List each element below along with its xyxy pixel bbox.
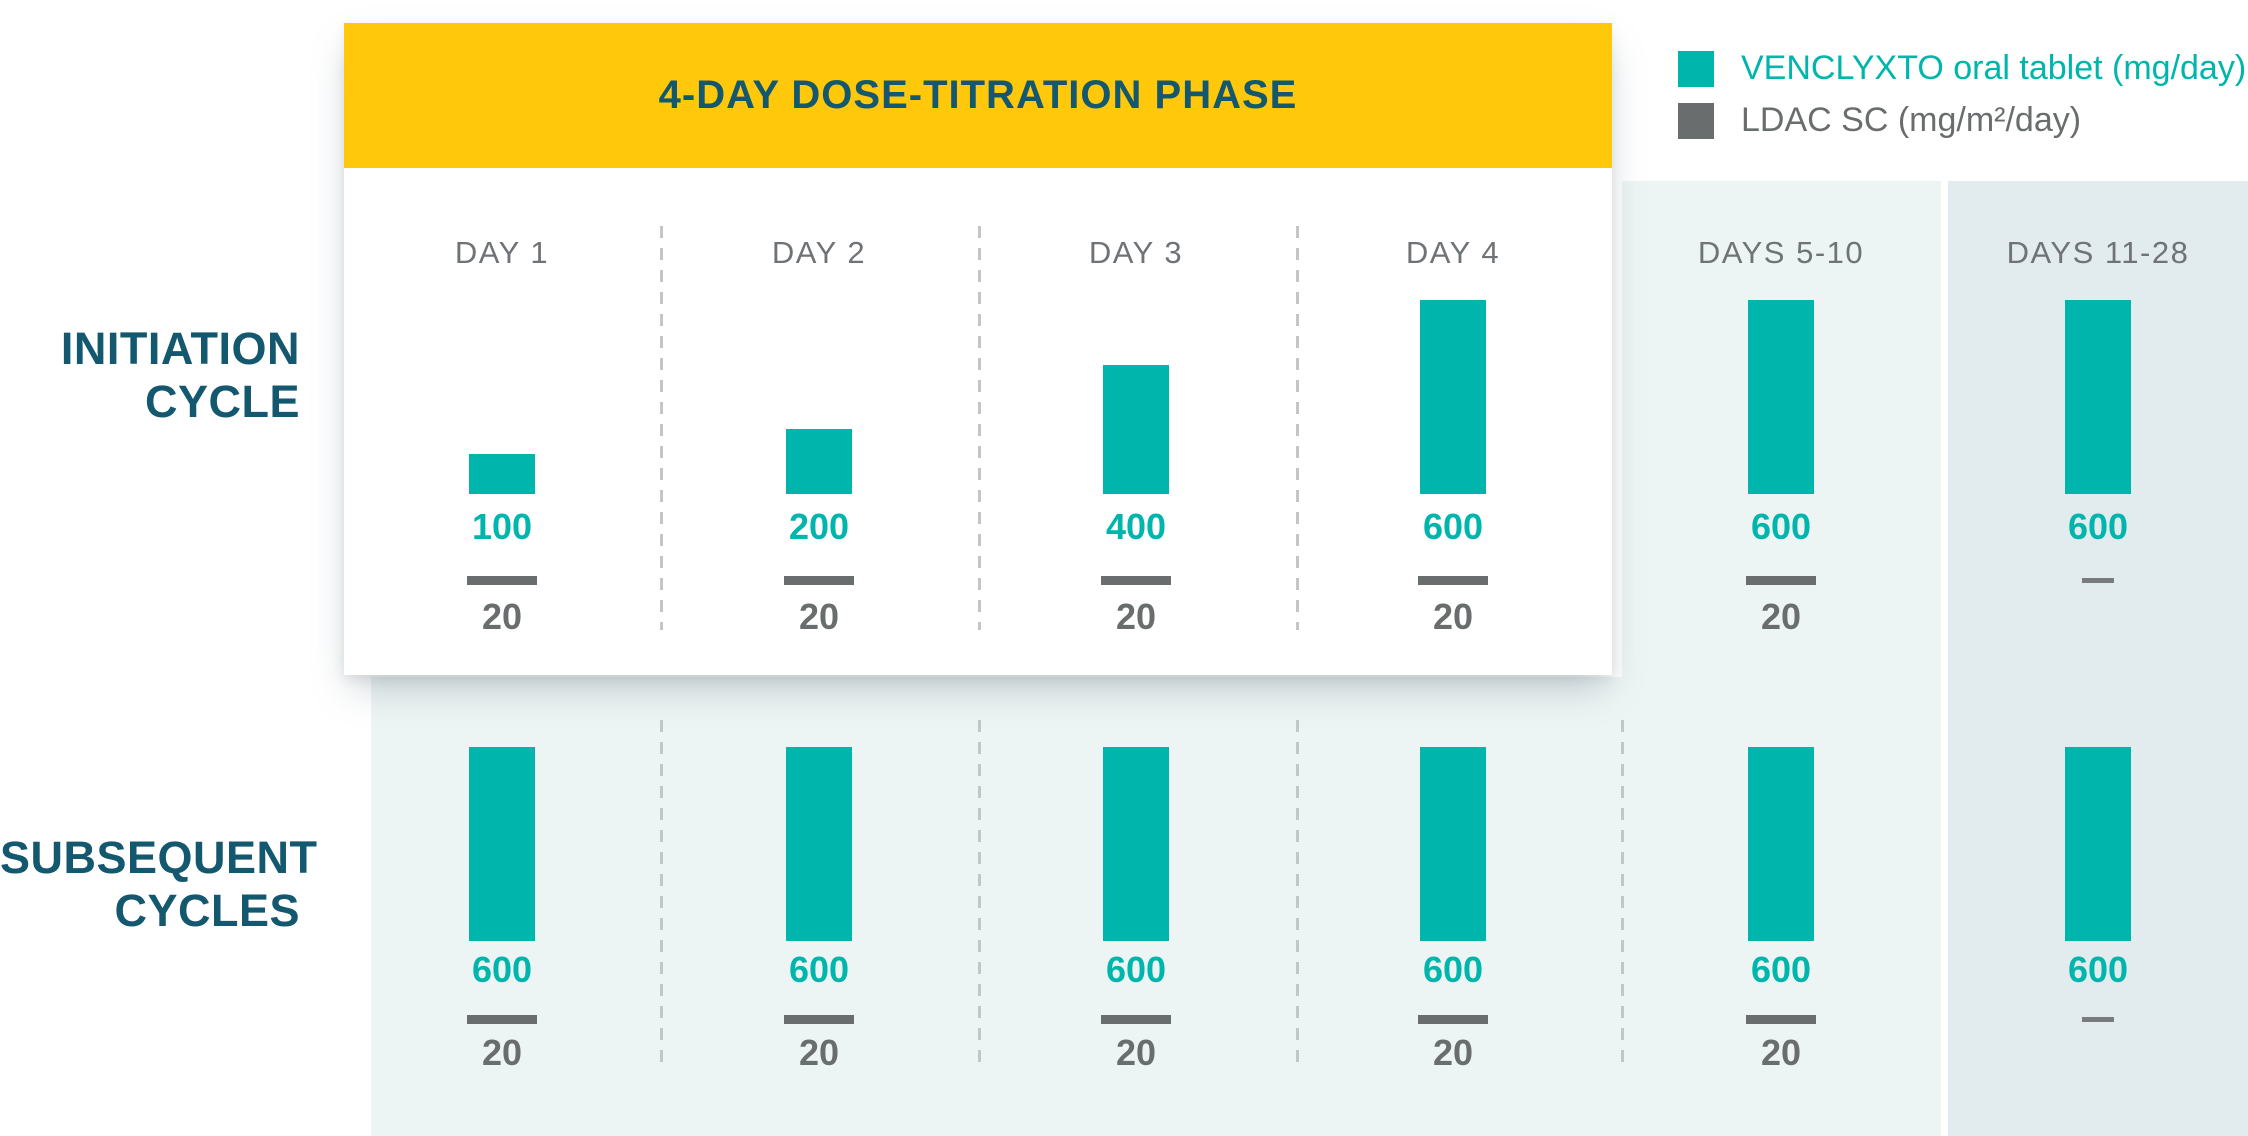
column-header-day-1: DAY 1 — [454, 235, 550, 270]
ldac-dose-value: 20 — [1760, 596, 1802, 637]
venclyxto-dose-value: 400 — [1105, 506, 1167, 547]
venclyxto-dose-value: 100 — [471, 506, 533, 547]
day-column-divider — [1296, 720, 1299, 1065]
column-header-day-4: DAY 4 — [1405, 235, 1501, 270]
day-column-divider — [1621, 720, 1624, 1065]
subsequent-cycles-panel-background — [371, 677, 1622, 1136]
day-column-divider — [978, 720, 981, 1065]
day-column-divider — [660, 226, 663, 630]
venclyxto-dose-value: 600 — [1105, 949, 1167, 990]
venclyxto-bar — [1420, 747, 1486, 941]
ldac-bar — [1746, 576, 1816, 585]
ldac-bar — [1101, 1015, 1171, 1024]
row-label-line: CYCLE — [144, 376, 300, 427]
ldac-bar — [1418, 1015, 1488, 1024]
legend-label-venclyxto: VENCLYXTO oral tablet (mg/day) — [1741, 49, 2247, 87]
row-label-line: INITIATION — [60, 323, 300, 374]
legend-label-ldac: LDAC SC (mg/m²/day) — [1741, 101, 2082, 139]
ldac-dose-value: 20 — [1115, 1032, 1157, 1073]
venclyxto-dose-value: 600 — [1422, 949, 1484, 990]
ldac-dose-value: 20 — [1432, 1032, 1474, 1073]
venclyxto-bar — [786, 747, 852, 941]
banner-title: 4-DAY DOSE-TITRATION PHASE — [658, 73, 1298, 117]
ldac-bar — [784, 1015, 854, 1024]
venclyxto-dose-value: 600 — [2067, 949, 2129, 990]
no-ldac-dash — [2082, 1017, 2114, 1022]
ldac-dose-value: 20 — [798, 596, 840, 637]
venclyxto-dose-value: 600 — [1750, 949, 1812, 990]
ldac-bar — [1418, 576, 1488, 585]
venclyxto-bar — [2065, 300, 2131, 494]
venclyxto-bar — [2065, 747, 2131, 941]
ldac-dose-value: 20 — [1115, 596, 1157, 637]
ldac-bar — [1101, 576, 1171, 585]
venclyxto-dose-value: 600 — [1750, 506, 1812, 547]
venclyxto-bar — [1748, 747, 1814, 941]
no-ldac-dash — [2082, 578, 2114, 583]
venclyxto-dose-value: 600 — [471, 949, 533, 990]
ldac-dose-value: 20 — [1432, 596, 1474, 637]
column-header-days-5-10: DAYS 5-10 — [1697, 235, 1865, 270]
ldac-bar — [467, 576, 537, 585]
venclyxto-bar — [1420, 300, 1486, 494]
venclyxto-dose-value: 200 — [788, 506, 850, 547]
dose-titration-card: 4-DAY DOSE-TITRATION PHASE — [344, 23, 1612, 675]
legend-swatch-venclyxto — [1678, 51, 1714, 87]
venclyxto-dose-value: 600 — [788, 949, 850, 990]
ldac-bar — [784, 576, 854, 585]
ldac-dose-value: 20 — [481, 596, 523, 637]
ldac-bar — [467, 1015, 537, 1024]
dose-titration-banner: 4-DAY DOSE-TITRATION PHASE — [344, 23, 1612, 168]
day-column-divider — [660, 720, 663, 1065]
ldac-bar — [1746, 1015, 1816, 1024]
venclyxto-bar — [1103, 365, 1169, 494]
ldac-dose-value: 20 — [481, 1032, 523, 1073]
venclyxto-dose-value: 600 — [1422, 506, 1484, 547]
venclyxto-bar — [1103, 747, 1169, 941]
venclyxto-dose-value: 600 — [2067, 506, 2129, 547]
row-label-line: CYCLES — [114, 885, 300, 936]
venclyxto-bar — [469, 454, 535, 494]
venclyxto-bar — [786, 429, 852, 494]
ldac-dose-value: 20 — [1760, 1032, 1802, 1073]
day-column-divider — [1296, 226, 1299, 630]
column-header-days-11-28: DAYS 11-28 — [2006, 235, 2190, 270]
column-header-day-3: DAY 3 — [1088, 235, 1184, 270]
legend-swatch-ldac — [1678, 103, 1714, 139]
row-label-line: SUBSEQUENT — [0, 832, 318, 883]
venclyxto-bar — [1748, 300, 1814, 494]
column-header-day-2: DAY 2 — [771, 235, 867, 270]
row-label-subsequent-cycles: SUBSEQUENT CYCLES — [0, 831, 318, 937]
day-column-divider — [978, 226, 981, 630]
row-label-initiation-cycle: INITIATION CYCLE — [0, 322, 300, 428]
venclyxto-bar — [469, 747, 535, 941]
ldac-dose-value: 20 — [798, 1032, 840, 1073]
